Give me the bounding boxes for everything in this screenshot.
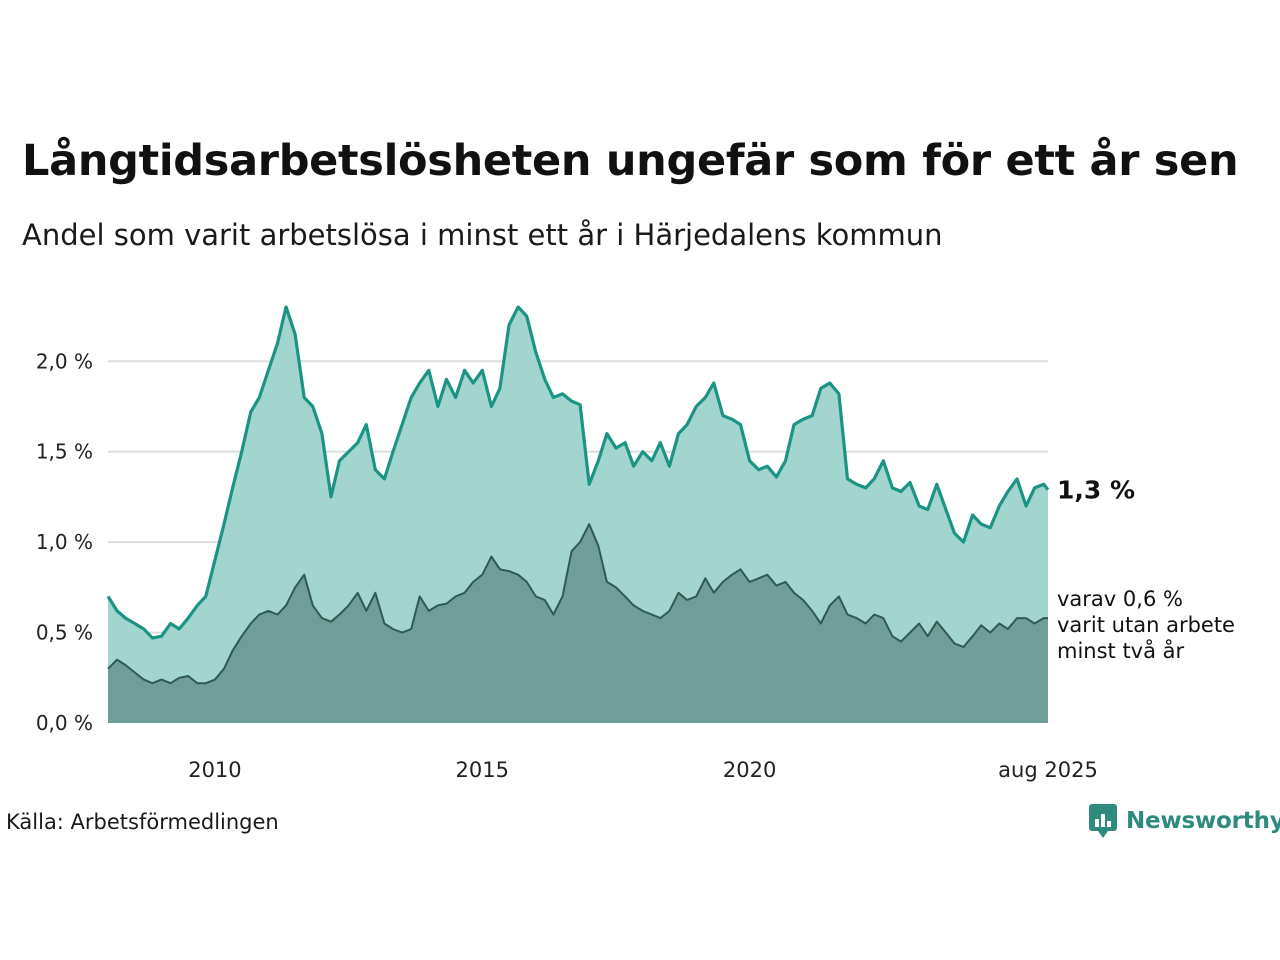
series-main-line	[106, 305, 1050, 640]
area-chart: 0,0 % 0,5 % 1,0 % 1,5 % 2,0 % 2010 2015 2020 aug…	[36, 305, 1235, 782]
chart-title: Långtidsarbetslösheten ungefär som för e…	[22, 136, 1239, 186]
newsworthy-logo: Newsworthy	[1088, 803, 1280, 839]
y-tick-label: 0,0 %	[36, 711, 93, 735]
main-end-label: 1,3 %	[1057, 476, 1135, 505]
chart-subtitle: Andel som varit arbetslösa i minst ett å…	[22, 218, 943, 252]
source-note: Källa: Arbetsförmedlingen	[6, 810, 279, 834]
sub-end-label-line: minst två år	[1057, 638, 1185, 663]
y-tick-label: 2,0 %	[36, 349, 93, 373]
axis-labels: 0,0 % 0,5 % 1,0 % 1,5 % 2,0 % 2010 2015 2020 aug…	[36, 349, 1098, 782]
y-tick-label: 0,5 %	[36, 621, 93, 645]
series-areas	[106, 305, 1050, 723]
sub-end-label-line: varit utan arbete	[1057, 613, 1235, 637]
sub-end-label-line: varav 0,6 %	[1057, 587, 1183, 611]
x-tick-label: 2015	[456, 758, 509, 782]
y-tick-label: 1,5 %	[36, 440, 93, 464]
newsworthy-logo-icon	[1089, 804, 1117, 838]
series-sub-line	[107, 523, 1048, 685]
x-tick-label: 2020	[723, 758, 776, 782]
x-tick-label: 2010	[188, 758, 241, 782]
logo-text: Newsworthy	[1126, 808, 1280, 834]
y-tick-label: 1,0 %	[36, 530, 93, 554]
series-sub-area	[108, 524, 1048, 723]
x-tick-label: aug 2025	[998, 758, 1098, 782]
